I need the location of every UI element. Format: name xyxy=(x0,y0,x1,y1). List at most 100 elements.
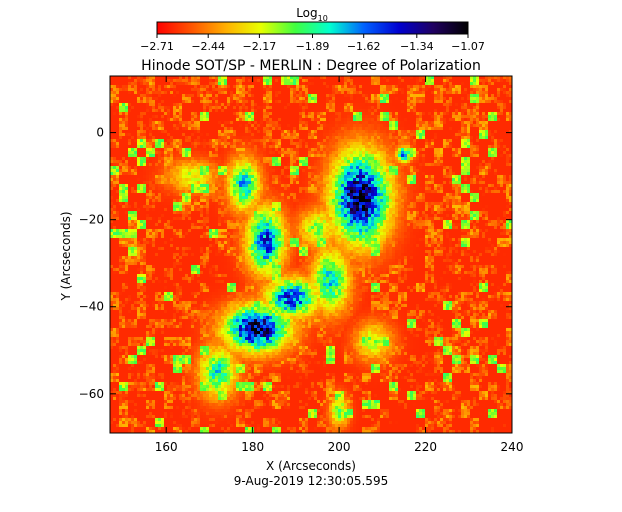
heatmap-cell xyxy=(152,166,155,169)
heatmap-cell xyxy=(215,142,218,145)
heatmap-cell xyxy=(425,127,428,130)
heatmap-cell xyxy=(299,145,302,148)
heatmap-cell xyxy=(443,103,446,106)
heatmap-cell xyxy=(212,148,215,151)
heatmap-cell xyxy=(344,82,347,85)
heatmap-cell xyxy=(488,133,491,136)
heatmap-cell xyxy=(479,181,482,184)
heatmap-cell xyxy=(137,148,140,151)
heatmap-cell xyxy=(404,163,407,166)
heatmap-cell xyxy=(350,127,353,130)
heatmap-cell xyxy=(503,148,506,151)
heatmap-cell xyxy=(449,166,452,169)
heatmap-cell xyxy=(128,148,131,151)
heatmap-cell xyxy=(221,115,224,118)
heatmap-cell xyxy=(164,142,167,145)
heatmap-cell xyxy=(461,166,464,169)
heatmap-cell xyxy=(476,178,479,181)
heatmap-cell xyxy=(290,133,293,136)
heatmap-cell xyxy=(122,97,125,100)
heatmap-cell xyxy=(296,142,299,145)
heatmap-cell xyxy=(311,106,314,109)
heatmap-cell xyxy=(191,172,194,175)
heatmap-cell xyxy=(467,130,470,133)
heatmap-cell xyxy=(506,142,509,145)
heatmap-cell xyxy=(191,115,194,118)
heatmap-cell xyxy=(152,148,155,151)
heatmap-cell xyxy=(299,130,302,133)
heatmap-cell xyxy=(293,127,296,130)
heatmap-cell xyxy=(152,178,155,181)
heatmap-cell xyxy=(293,112,296,115)
heatmap-cell xyxy=(335,106,338,109)
heatmap-cell xyxy=(323,85,326,88)
heatmap-cell xyxy=(260,133,263,136)
heatmap-cell xyxy=(242,142,245,145)
heatmap-cell xyxy=(344,79,347,82)
heatmap-cell xyxy=(167,163,170,166)
heatmap-cell xyxy=(452,124,455,127)
heatmap-cell xyxy=(311,154,314,157)
heatmap-cell xyxy=(308,94,311,97)
heatmap-cell xyxy=(326,112,329,115)
heatmap-cell xyxy=(146,163,149,166)
heatmap-cell xyxy=(485,136,488,139)
heatmap-cell xyxy=(332,151,335,154)
heatmap-cell xyxy=(344,85,347,88)
heatmap-cell xyxy=(410,163,413,166)
heatmap-cell xyxy=(176,142,179,145)
heatmap-cell xyxy=(263,121,266,124)
heatmap-cell xyxy=(152,121,155,124)
heatmap-cell xyxy=(473,88,476,91)
heatmap-cell xyxy=(194,172,197,175)
heatmap-cell xyxy=(296,160,299,163)
heatmap-cell xyxy=(176,82,179,85)
heatmap-cell xyxy=(137,166,140,169)
heatmap-cell xyxy=(212,103,215,106)
heatmap-cell xyxy=(431,100,434,103)
heatmap-cell xyxy=(110,82,113,85)
heatmap-cell xyxy=(119,85,122,88)
heatmap-cell xyxy=(293,184,296,187)
heatmap-cell xyxy=(425,160,428,163)
heatmap-cell xyxy=(116,76,119,79)
heatmap-cell xyxy=(383,142,386,145)
heatmap-cell xyxy=(179,112,182,115)
heatmap-cell xyxy=(419,136,422,139)
heatmap-cell xyxy=(422,169,425,172)
heatmap-cell xyxy=(410,79,413,82)
heatmap-image xyxy=(110,76,512,433)
heatmap-cell xyxy=(185,94,188,97)
heatmap-cell xyxy=(479,109,482,112)
heatmap-cell xyxy=(401,175,404,178)
heatmap-cell xyxy=(179,145,182,148)
heatmap-cell xyxy=(254,148,257,151)
heatmap-cell xyxy=(152,82,155,85)
heatmap-cell xyxy=(326,157,329,160)
heatmap-cell xyxy=(179,169,182,172)
heatmap-cell xyxy=(488,154,491,157)
heatmap-cell xyxy=(467,118,470,121)
heatmap-cell xyxy=(128,112,131,115)
heatmap-cell xyxy=(257,85,260,88)
heatmap-cell xyxy=(290,163,293,166)
heatmap-cell xyxy=(236,85,239,88)
heatmap-cell xyxy=(257,148,260,151)
heatmap-cell xyxy=(359,142,362,145)
heatmap-cell xyxy=(284,85,287,88)
heatmap-cell xyxy=(449,76,452,79)
heatmap-cell xyxy=(305,169,308,172)
heatmap-cell xyxy=(437,136,440,139)
heatmap-cell xyxy=(224,184,227,187)
heatmap-cell xyxy=(170,181,173,184)
heatmap-cell xyxy=(455,172,458,175)
heatmap-cell xyxy=(218,100,221,103)
heatmap-cell xyxy=(185,166,188,169)
heatmap-cell xyxy=(110,103,113,106)
heatmap-cell xyxy=(143,163,146,166)
heatmap-cell xyxy=(251,82,254,85)
heatmap-cell xyxy=(134,181,137,184)
heatmap-cell xyxy=(362,139,365,142)
heatmap-cell xyxy=(245,88,248,91)
heatmap-cell xyxy=(485,106,488,109)
